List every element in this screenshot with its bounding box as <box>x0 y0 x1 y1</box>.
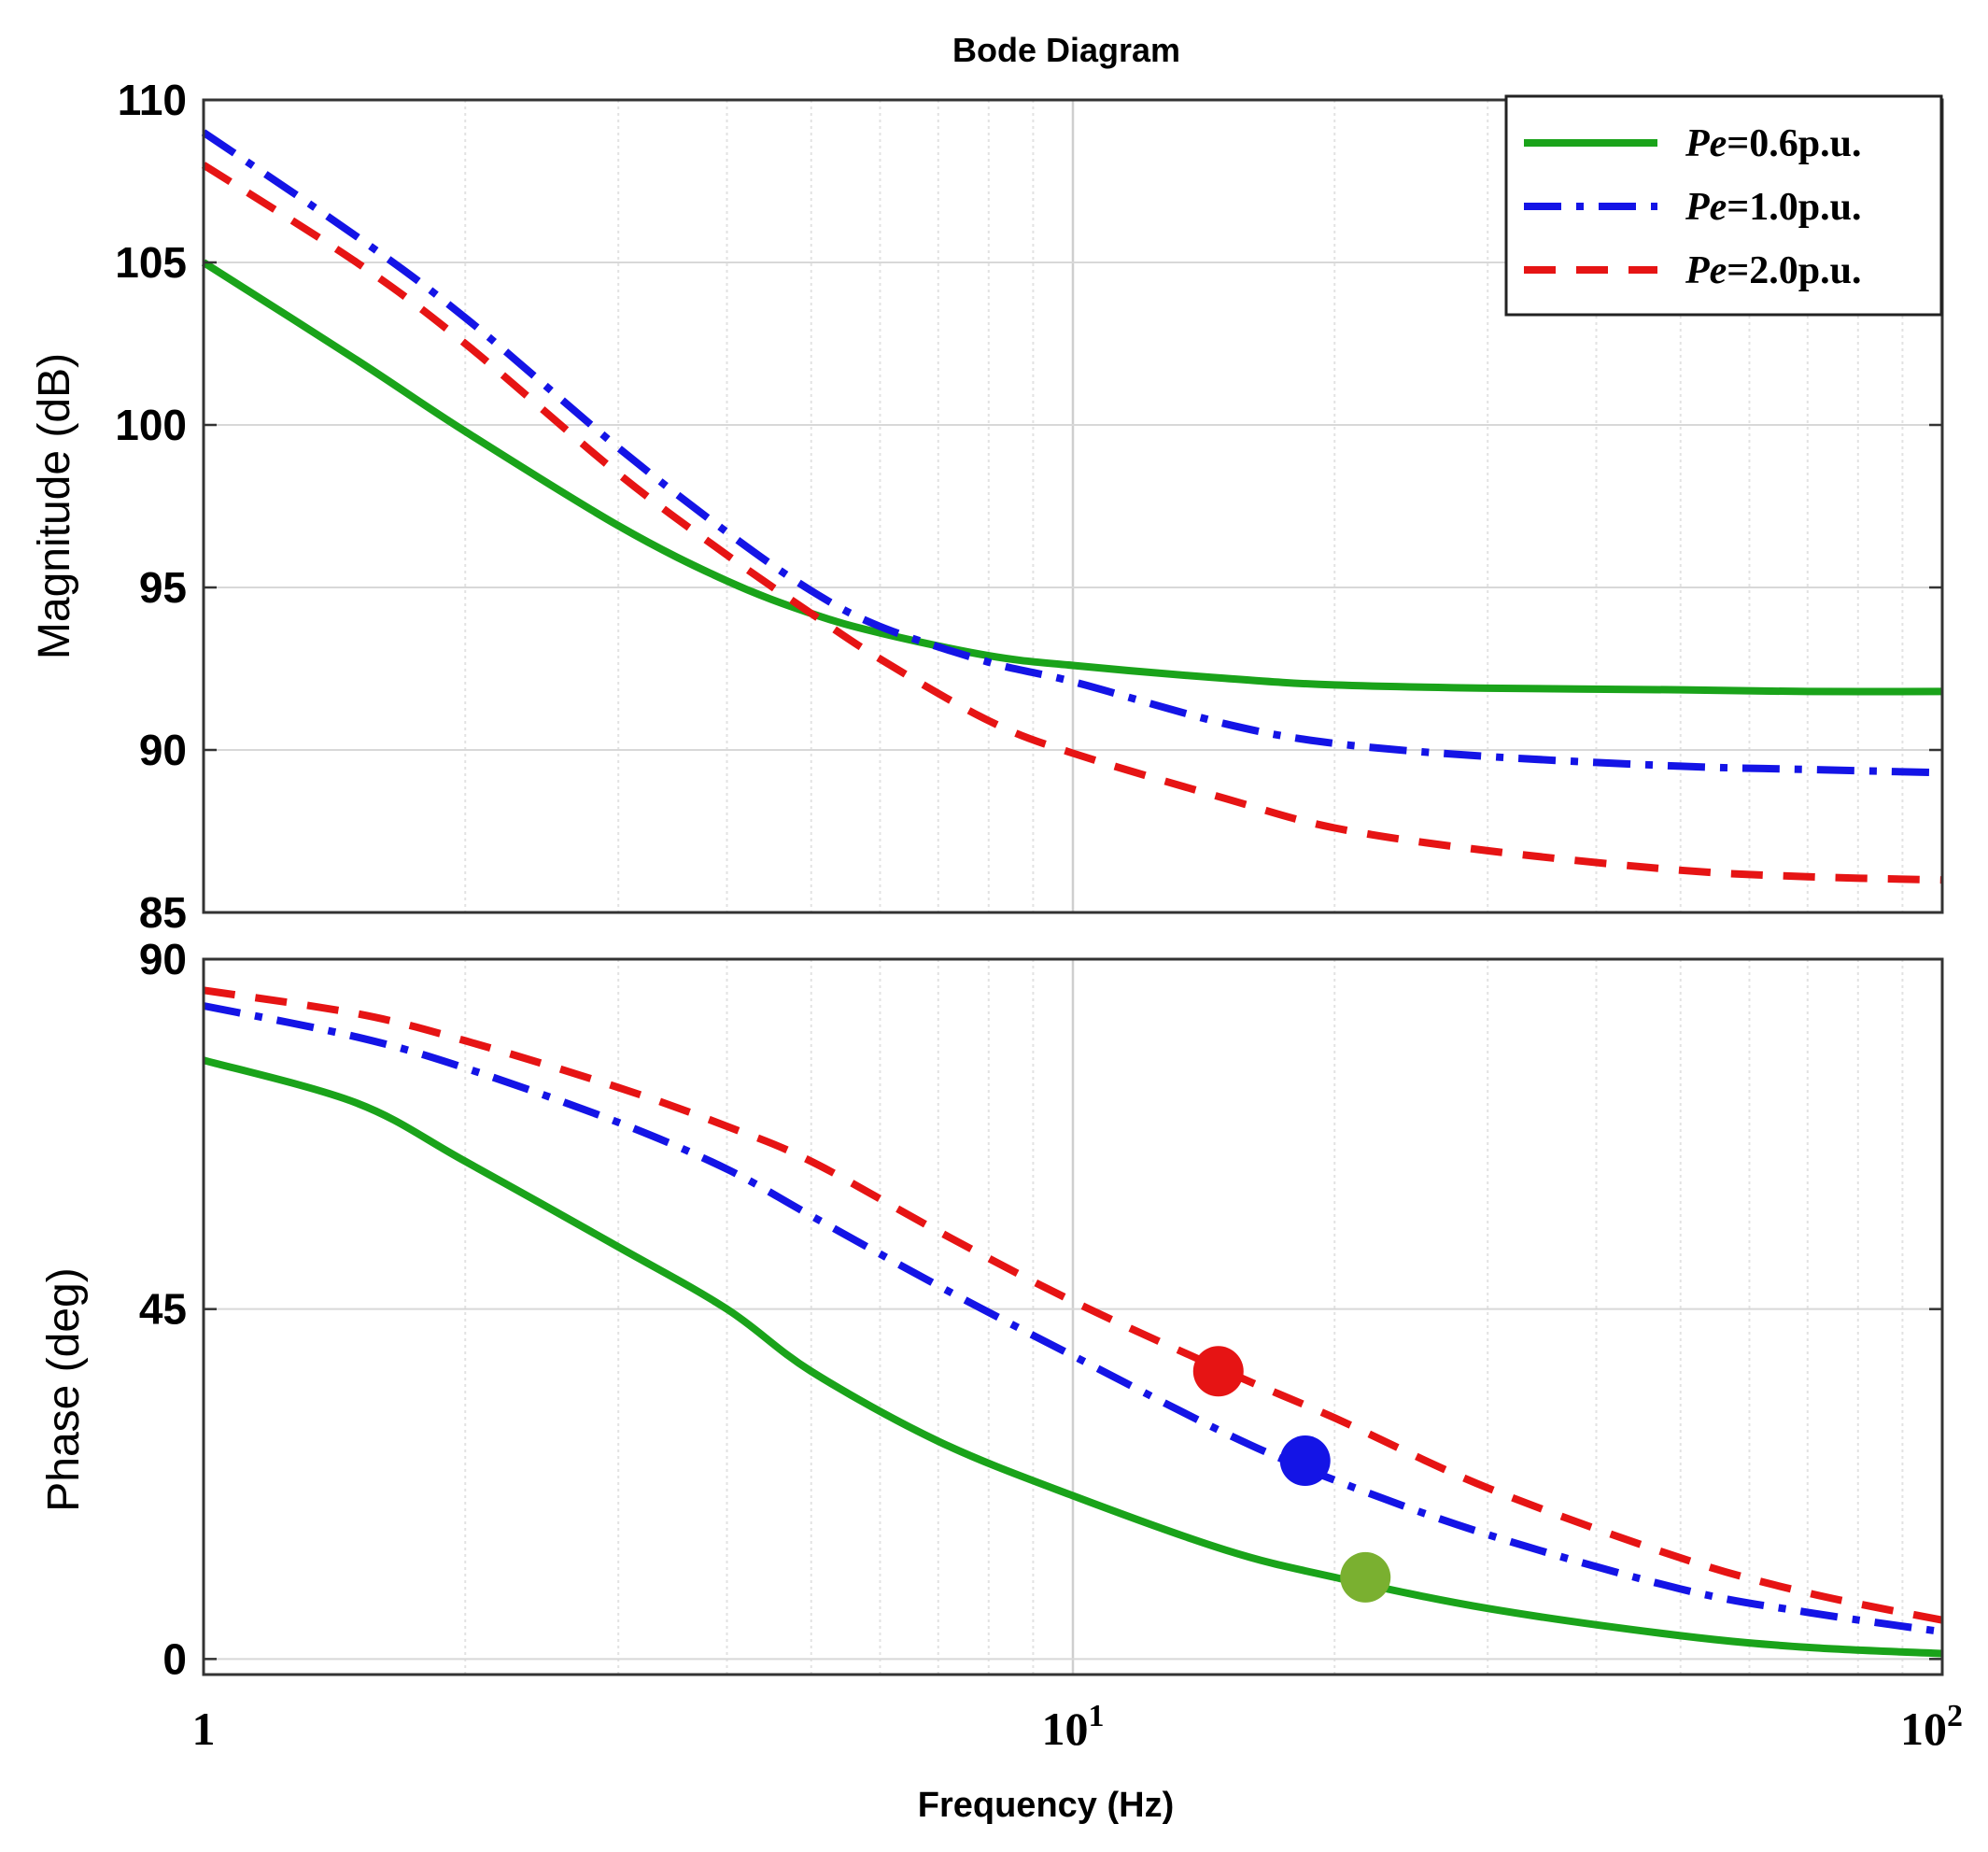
phase-line-1 <box>202 1056 1943 1658</box>
magnitude-y-ticks: 85 90 95 100 105 110 <box>115 76 1942 937</box>
magnitude-y-tick-label: 110 <box>118 76 187 124</box>
x-tick-label: 1 <box>192 1703 216 1755</box>
magnitude-y-tick-label: 90 <box>139 726 187 774</box>
phase-panel: 0 45 90 Phase (deg) <box>39 935 1944 1683</box>
phase-y-tick-label: 90 <box>139 935 187 983</box>
magnitude-axes-box <box>202 98 1944 914</box>
phase-lines <box>202 986 1943 1658</box>
phase-y-tick-label: 45 <box>139 1285 187 1334</box>
x-tick-labels: 1 101 102 <box>192 1699 1964 1755</box>
magnitude-panel: 85 90 95 100 105 110 Magnitude (dB) <box>30 76 1944 937</box>
phase-line-3 <box>203 986 1943 1624</box>
phase-grid <box>204 959 1942 1675</box>
magnitude-ylabel: Magnitude (dB) <box>30 353 79 659</box>
phase-marker-3 <box>1340 1551 1391 1603</box>
magnitude-y-tick-label: 105 <box>115 238 187 287</box>
legend-entries: Pe=0.6p.u. Pe=1.0p.u. Pe=2.0p.u. <box>1524 122 1861 292</box>
magnitude-line-3 <box>201 162 1943 884</box>
chart-title: Bode Diagram <box>952 31 1180 69</box>
phase-y-ticks: 0 45 90 <box>139 935 1942 1683</box>
magnitude-lines <box>201 129 1943 884</box>
phase-y-tick-label: 0 <box>162 1634 187 1683</box>
phase-markers <box>1192 1346 1391 1603</box>
phase-marker-2 <box>1279 1435 1331 1487</box>
magnitude-line-1 <box>201 259 1943 696</box>
magnitude-y-tick-label: 95 <box>139 563 187 612</box>
legend-label-3: Pe=2.0p.u. <box>1685 249 1861 292</box>
legend-label-1: Pe=0.6p.u. <box>1685 122 1861 165</box>
magnitude-y-tick-label: 85 <box>139 888 187 937</box>
x-tick-label: 101 <box>1042 1699 1105 1755</box>
magnitude-y-tick-label: 100 <box>115 401 187 449</box>
x-axis-label: Frequency (Hz) <box>918 1786 1174 1825</box>
x-tick-label: 102 <box>1900 1699 1963 1755</box>
magnitude-line-2 <box>201 129 1943 777</box>
legend: Pe=0.6p.u. Pe=1.0p.u. Pe=2.0p.u. <box>1504 94 1943 317</box>
phase-marker-1 <box>1192 1346 1244 1397</box>
phase-axes-box <box>202 957 1944 1676</box>
phase-ylabel: Phase (deg) <box>39 1267 89 1512</box>
legend-label-2: Pe=1.0p.u. <box>1685 186 1861 229</box>
